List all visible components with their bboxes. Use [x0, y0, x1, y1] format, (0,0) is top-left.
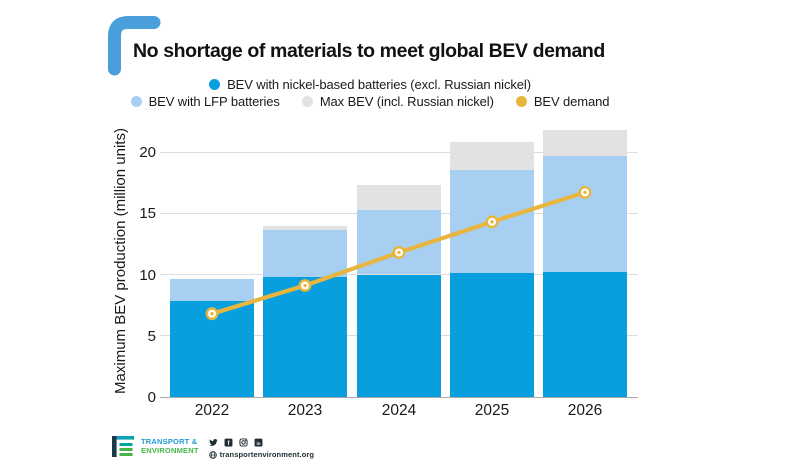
x-tick-label-2025: 2025 — [474, 402, 510, 419]
globe-icon — [208, 450, 217, 459]
legend-dot-icon — [130, 96, 142, 107]
logo-line-environment: ENVIRONMENT — [141, 445, 199, 455]
facebook-icon[interactable]: f — [224, 438, 233, 447]
bar-segment-2026-max-bev-incl — [543, 129, 627, 156]
logo-wordmark: TRANSPORT & ENVIRONMENT — [141, 436, 199, 455]
website-url[interactable]: transportenvironment.org — [219, 450, 315, 459]
bar-segment-2024-max-bev-incl — [357, 185, 441, 210]
chart-legend: BEV with nickel-based batteries (excl. R… — [90, 76, 650, 110]
corner-bracket-icon — [108, 16, 161, 76]
legend-item-bev-demand: BEV demand — [515, 93, 610, 110]
transport-environment-logo-icon — [112, 436, 136, 458]
bar-segment-2023-bev-with-lfp — [263, 230, 347, 277]
bar-segment-2025-max-bev-incl — [450, 142, 534, 171]
social-icons: f in — [208, 438, 315, 447]
x-axis-baseline — [160, 396, 638, 398]
footer: TRANSPORT & ENVIRONMENT f in transportenv… — [112, 436, 314, 459]
linkedin-icon[interactable]: in — [254, 438, 263, 447]
legend-label: BEV with LFP batteries — [148, 94, 280, 109]
legend-label: Max BEV (incl. Russian nickel) — [319, 94, 494, 109]
legend-item-bev-with-lfp-batteries: BEV with LFP batteries — [130, 93, 280, 110]
legend-item-max-bev-incl-russian-nickel: Max BEV (incl. Russian nickel) — [301, 93, 494, 110]
y-tick-label-10: 10 — [139, 266, 156, 284]
instagram-icon[interactable] — [239, 438, 248, 447]
x-tick-label-2026: 2026 — [567, 402, 603, 419]
bar-segment-2024-bev-with-nickel-based — [357, 274, 441, 397]
logo-line-transport: TRANSPORT & — [141, 437, 198, 446]
y-axis-title: Maximum BEV production (million units) — [112, 128, 129, 394]
x-tick-label-2024: 2024 — [381, 402, 417, 419]
bar-segment-2022-bev-with-nickel-based — [170, 301, 254, 397]
bar-segment-2026-bev-with-lfp — [543, 155, 627, 273]
legend-item-bev-with-nickel-based-batteries-excl-russian-nickel: BEV with nickel-based batteries (excl. R… — [209, 76, 531, 93]
bar-segment-2026-bev-with-nickel-based — [543, 272, 627, 397]
y-tick-label-0: 0 — [147, 389, 156, 406]
legend-label: BEV demand — [533, 94, 610, 109]
bar-segment-2022-bev-with-lfp — [170, 279, 254, 302]
bar-segment-2023-max-bev-incl — [263, 225, 347, 231]
svg-text:f: f — [227, 441, 230, 447]
bar-segment-2025-bev-with-nickel-based — [450, 273, 534, 397]
bar-segment-2025-bev-with-lfp — [450, 170, 534, 274]
svg-text:in: in — [256, 441, 260, 446]
legend-label: BEV with nickel-based batteries (excl. R… — [227, 77, 531, 92]
bar-segment-2024-bev-with-lfp — [357, 209, 441, 275]
page-title: No shortage of materials to meet global … — [133, 40, 605, 62]
legend-dot-icon — [515, 96, 527, 107]
twitter-icon[interactable] — [208, 438, 218, 447]
gridline-20 — [160, 151, 638, 153]
y-tick-label-5: 5 — [147, 327, 156, 345]
legend-dot-icon — [301, 96, 313, 107]
y-tick-label-20: 20 — [139, 144, 156, 161]
legend-row-2: BEV with LFP batteries Max BEV (incl. Rus… — [90, 93, 650, 110]
x-tick-label-2023: 2023 — [287, 402, 323, 419]
legend-row-1: BEV with nickel-based batteries (excl. R… — [90, 76, 650, 93]
bar-segment-2023-bev-with-nickel-based — [263, 276, 347, 397]
legend-dot-icon — [209, 79, 221, 90]
y-tick-label-15: 15 — [139, 205, 156, 223]
website-row[interactable]: transportenvironment.org — [208, 450, 315, 459]
x-tick-label-2022: 2022 — [194, 402, 230, 419]
footer-links: f in transportenvironment.org — [208, 436, 315, 459]
